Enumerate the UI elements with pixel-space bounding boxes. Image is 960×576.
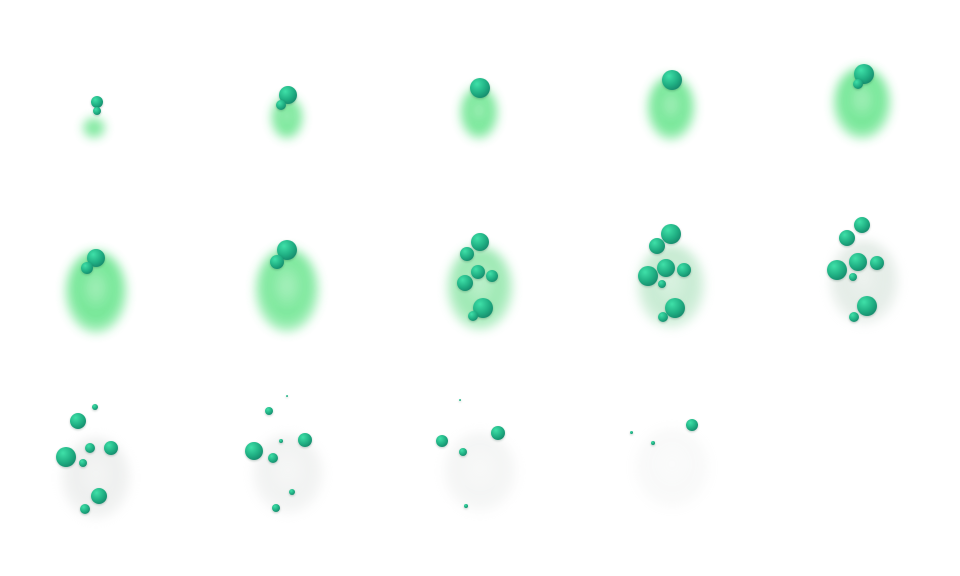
- bubble: [854, 217, 870, 233]
- bubble: [470, 78, 490, 98]
- sprite-frame-13: [384, 384, 576, 576]
- sprite-frame-14: [576, 384, 768, 576]
- smoke-cloud: [255, 248, 319, 332]
- bubble: [279, 86, 297, 104]
- bubble: [87, 249, 105, 267]
- sprite-frame-8: [384, 192, 576, 384]
- sprite-frame-1: [0, 0, 192, 192]
- bubble: [649, 238, 665, 254]
- bubble: [93, 107, 101, 115]
- sprite-frame-5: [768, 0, 960, 192]
- bubble: [661, 224, 681, 244]
- sprite-frame-7: [192, 192, 384, 384]
- sprite-frame-6: [0, 192, 192, 384]
- bubble: [457, 275, 473, 291]
- bubble: [56, 447, 76, 467]
- sprite-frame-10: [768, 192, 960, 384]
- bubble: [658, 280, 666, 288]
- bubble: [286, 395, 288, 397]
- bubble: [298, 433, 312, 447]
- bubble: [665, 298, 685, 318]
- bubble: [849, 253, 867, 271]
- sprite-frame-3: [384, 0, 576, 192]
- bubble: [638, 266, 658, 286]
- bubble: [459, 399, 461, 401]
- bubble: [473, 298, 493, 318]
- bubble: [849, 312, 859, 322]
- bubble: [436, 435, 448, 447]
- sprite-frame-9: [576, 192, 768, 384]
- bubble: [265, 407, 273, 415]
- bubble: [629, 430, 633, 434]
- bubble: [289, 489, 295, 495]
- bubble: [272, 504, 280, 512]
- bubble: [460, 247, 474, 261]
- bubble: [491, 426, 505, 440]
- bubble: [464, 504, 468, 508]
- bubble: [92, 404, 98, 410]
- bubble: [662, 70, 682, 90]
- bubble: [277, 240, 297, 260]
- bubble: [658, 312, 668, 322]
- bubble: [468, 311, 478, 321]
- bubble: [276, 100, 286, 110]
- bubble: [270, 255, 284, 269]
- bubble: [839, 230, 855, 246]
- bubble: [827, 260, 847, 280]
- bubble: [651, 441, 655, 445]
- smoke-cloud: [443, 432, 517, 512]
- smoke-cloud: [83, 118, 105, 138]
- bubble: [91, 488, 107, 504]
- bubble: [91, 96, 103, 108]
- bubble: [870, 256, 884, 270]
- sprite-frame-11: [0, 384, 192, 576]
- bubble: [80, 504, 90, 514]
- bubble: [857, 296, 877, 316]
- sprite-frame-12: [192, 384, 384, 576]
- sprite-frame-4: [576, 0, 768, 192]
- bubble: [459, 448, 467, 456]
- bubble: [85, 443, 95, 453]
- bubble: [853, 79, 863, 89]
- smoke-cloud: [252, 434, 324, 514]
- bubble: [471, 233, 489, 251]
- sprite-frame-2: [192, 0, 384, 192]
- bubble: [79, 459, 87, 467]
- bubble: [677, 263, 691, 277]
- bubble: [849, 273, 857, 281]
- smoke-cloud: [634, 428, 710, 508]
- bubble: [471, 265, 485, 279]
- bubble: [657, 259, 675, 277]
- bubble: [81, 262, 93, 274]
- bubble: [104, 441, 118, 455]
- bubble: [245, 442, 263, 460]
- bubble: [70, 413, 86, 429]
- bubble: [686, 419, 698, 431]
- bubble: [268, 453, 278, 463]
- bubble: [486, 270, 498, 282]
- bubble: [279, 439, 283, 443]
